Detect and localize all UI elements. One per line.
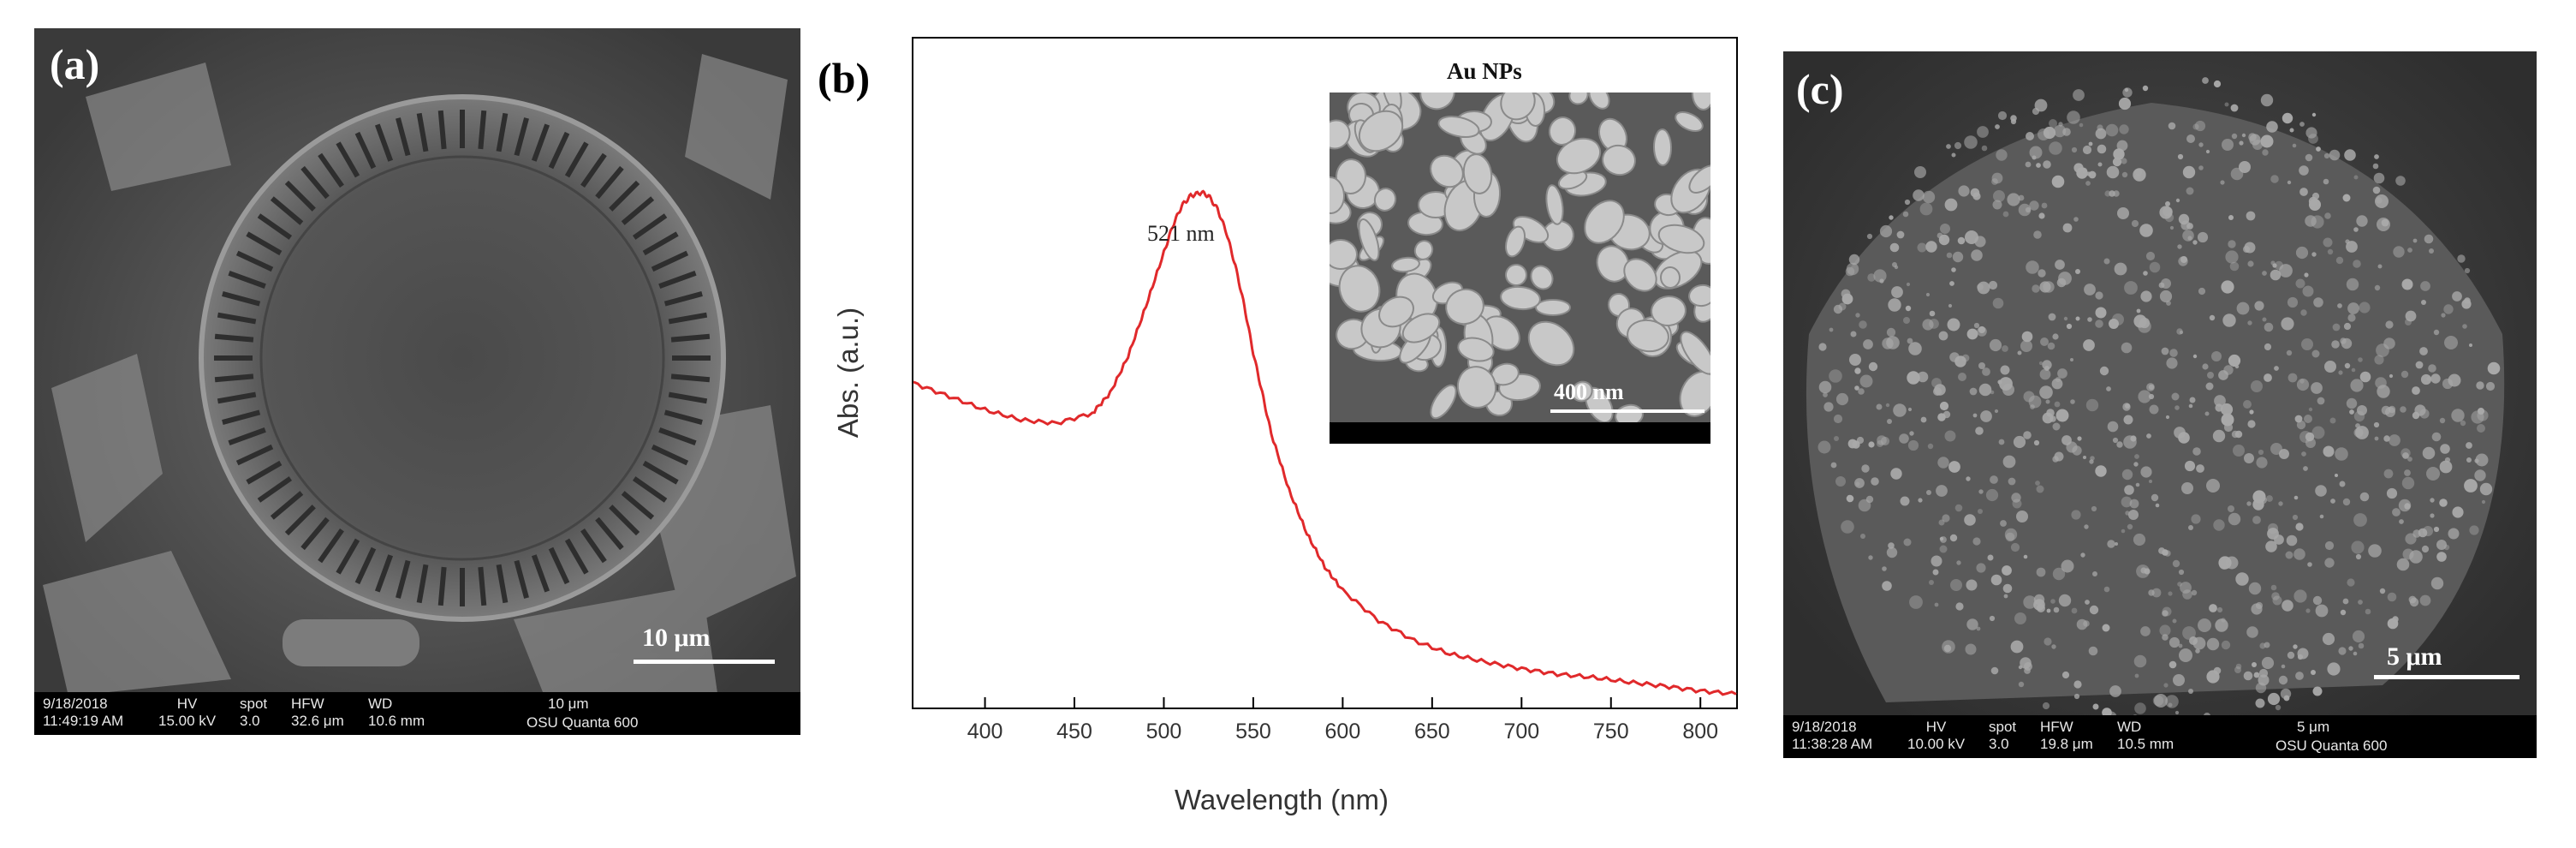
nanoparticle-micrograph [1330,93,1710,444]
scale-bar-label: 5 μm [2387,642,2442,671]
scale-bar-label: 10 μm [642,624,711,652]
databar-datetime: 9/18/2018 11:38:28 AM [1792,719,1873,752]
databar-wd: WD 10.6 mm [368,696,425,729]
diatom-micrograph [34,28,800,735]
databar-instrument: OSU Quanta 600 [527,714,639,731]
x-tick-label: 550 [1235,720,1271,743]
x-tick-label: 400 [967,720,1003,743]
databar-hfw: HFW 32.6 μm [291,696,344,729]
databar-datetime: 9/18/2018 11:49:19 AM [43,696,124,729]
inset-sem-image: 400 nm [1330,93,1710,444]
coated-diatom-micrograph [1783,51,2537,758]
panel-label-b: (b) [818,54,871,102]
sem-databar: 9/18/2018 11:38:28 AM HV 10.00 kV spot 3… [1783,715,2537,758]
databar-spot: spot 3.0 [240,696,268,729]
scale-bar [2374,675,2519,679]
inset-scale-label: 400 nm [1554,379,1624,404]
x-tick-label: 450 [1056,720,1092,743]
x-tick-label: 700 [1503,720,1539,743]
x-tick-label: 600 [1325,720,1361,743]
databar-instrument: OSU Quanta 600 [2276,738,2388,754]
sem-image-coated-diatom: 5 μm 9/18/2018 11:38:28 AM HV 10.00 kV s… [1783,51,2537,758]
databar-scale: 5 μm [2297,719,2330,735]
x-tick-label: 800 [1682,720,1718,743]
x-tick-label: 500 [1146,720,1182,743]
databar-wd: WD 10.5 mm [2117,719,2174,752]
databar-hfw: HFW 19.8 μm [2040,719,2093,752]
inset-title: Au NPs [1447,58,1522,84]
peak-annotation: 521 nm [1147,221,1215,246]
panel-label-c: (c) [1796,65,1844,113]
databar-spot: spot 3.0 [1989,719,2017,752]
panel-label-a: (a) [50,40,100,88]
x-tick-label: 750 [1593,720,1629,743]
databar-hv: HV 15.00 kV [158,696,217,729]
databar-hv: HV 10.00 kV [1907,719,1966,752]
sem-image-diatom: 10 μm 9/18/2018 11:49:19 AM HV 15.00 kV … [34,28,800,735]
scale-bar [634,660,775,664]
inset-scale-bar [1550,409,1704,413]
x-axis-title: Wavelength (nm) [1175,784,1389,815]
y-axis-title: Abs. (a.u.) [832,308,864,438]
databar-scale: 10 μm [548,696,589,712]
x-tick-label: 650 [1414,720,1450,743]
sem-databar: 9/18/2018 11:49:19 AM HV 15.00 kV spot 3… [34,692,800,735]
